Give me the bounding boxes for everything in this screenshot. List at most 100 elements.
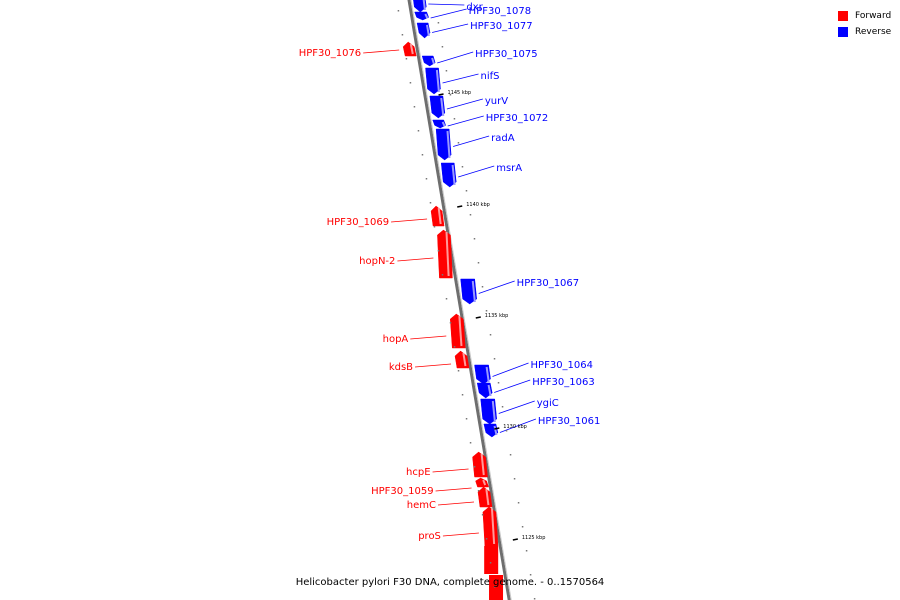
gene-label-hpf30-1061: HPF30_1061 — [538, 416, 600, 427]
minor-dot-right — [525, 550, 528, 552]
gene-label-rada: radA — [491, 133, 515, 144]
gene-label-hopn-2: hopN-2 — [359, 256, 395, 267]
gene-label-hpf30-1059: HPF30_1059 — [371, 486, 433, 497]
minor-dot-right — [517, 502, 520, 504]
minor-dot-left — [437, 250, 440, 252]
gene-shade-hpf30-1076 — [409, 43, 414, 55]
gene-label-hpf30-1076: HPF30_1076 — [299, 48, 361, 59]
gene-leader-msra — [458, 165, 495, 178]
tick-mark-0 — [438, 93, 444, 96]
gene-leader-dxr — [428, 3, 465, 6]
gene-feature-hpf30-1069 — [430, 205, 445, 227]
gene-feature-hpf30-1078 — [414, 11, 429, 21]
gene-label-hpf30-1064: HPF30_1064 — [531, 360, 593, 371]
tick-label-0: 1145 kbp — [448, 90, 472, 96]
gene-label-hpf30-1063: HPF30_1063 — [532, 377, 594, 388]
gene-leader-hpf30-1067 — [478, 280, 515, 294]
gene-leader-nifs — [442, 73, 479, 84]
gene-shade-yurv — [440, 97, 445, 117]
tick-mark-4 — [512, 538, 518, 541]
minor-dot-right — [485, 310, 488, 312]
gene-label-nifs: nifS — [481, 71, 500, 82]
minor-dot-right — [465, 190, 468, 192]
minor-dot-left — [429, 202, 432, 204]
gene-leader-yurv — [446, 98, 483, 110]
minor-dot-right — [497, 382, 500, 384]
minor-dot-left — [421, 154, 424, 156]
gene-feature-pros — [482, 506, 499, 547]
minor-dot-right — [449, 94, 452, 96]
gene-shade-hpf30-1072 — [441, 121, 446, 127]
minor-dot-left — [493, 586, 496, 588]
gene-shade-hpf30-1059 — [482, 479, 487, 486]
minor-dot-right — [529, 574, 532, 576]
minor-dot-left — [445, 298, 448, 300]
minor-dot-right — [477, 262, 480, 264]
gene-shade-msra — [451, 164, 456, 186]
gene-shade-hpf30-1067 — [471, 280, 476, 303]
gene-label-ygic: ygiC — [537, 398, 559, 409]
gene-shade-hemc — [485, 488, 490, 506]
minor-dot-right — [489, 334, 492, 336]
gene-leader-hemc — [437, 501, 475, 506]
gene-label-hemc: hemC — [407, 500, 436, 511]
minor-dot-right — [509, 454, 512, 456]
gene-label-hpf30-1077: HPF30_1077 — [470, 21, 532, 32]
gene-shade-dxr — [422, 0, 426, 11]
gene-feature-hpf30-1076 — [402, 41, 417, 57]
tick-label-1: 1140 kbp — [466, 202, 490, 208]
gene-shade-pros — [491, 508, 496, 545]
minor-dot-left — [413, 106, 416, 108]
tick-mark-3 — [494, 427, 500, 430]
gene-leader-hpf30-1059 — [435, 487, 472, 492]
gene-label-hpf30-1075: HPF30_1075 — [475, 49, 537, 60]
gene-shade-hpf30-1075 — [431, 57, 435, 65]
minor-dot-right — [481, 286, 484, 288]
minor-dot-right — [445, 70, 448, 72]
gene-shade-hpf30-1078 — [424, 13, 429, 19]
minor-dot-left — [465, 418, 468, 420]
gene-label-hpf30-1072: HPF30_1072 — [486, 113, 548, 124]
gene-shade-hopa — [458, 315, 463, 347]
gene-shade-hpf30-1064 — [485, 366, 490, 383]
tick-label-4: 1125 kbp — [522, 535, 546, 541]
minor-dot-right — [441, 46, 444, 48]
gene-label-hpf30-1067: HPF30_1067 — [517, 278, 579, 289]
gene-shade-ygic — [491, 400, 496, 423]
gene-leader-hpf30-1075 — [437, 51, 474, 64]
minor-dot-left — [457, 370, 460, 372]
minor-dot-left — [409, 82, 412, 84]
minor-dot-left — [473, 466, 476, 468]
minor-dot-right — [493, 358, 496, 360]
minor-dot-left — [477, 490, 480, 492]
gene-leader-hcpe — [432, 468, 469, 473]
minor-dot-right — [521, 526, 524, 528]
gene-shade-hpf30-1063 — [487, 384, 492, 397]
gene-leader-hpf30-1063 — [494, 379, 531, 393]
gene-shade-rada — [446, 130, 451, 159]
gene-leader-hpf30-1076 — [363, 49, 400, 54]
minor-dot-left — [441, 274, 444, 276]
map-caption: Helicobacter pylori F30 DNA, complete ge… — [295, 577, 605, 588]
gene-leader-ygic — [498, 400, 535, 414]
gene-label-hcpe: hcpE — [406, 467, 431, 478]
gene-label-msra: msrA — [496, 163, 522, 174]
gene-label-pros: proS — [418, 531, 441, 542]
gene-leader-hpf30-1077 — [432, 23, 469, 33]
minor-dot-right — [533, 598, 536, 600]
minor-dot-right — [469, 214, 472, 216]
minor-dot-right — [461, 166, 464, 168]
legend-forward-swatch — [838, 11, 848, 21]
gene-shade-hpf30-1069 — [437, 207, 442, 225]
tick-mark-2 — [475, 316, 481, 319]
tick-mark-1 — [457, 205, 463, 208]
tick-label-3: 1130 kbp — [503, 424, 527, 430]
gene-leader-hpf30-1069 — [391, 218, 428, 223]
legend-reverse-swatch — [838, 27, 848, 37]
gene-label-hpf30-1069: HPF30_1069 — [327, 217, 389, 228]
genome-axis-highlight — [410, 0, 512, 600]
gene-shade-hpf30-1061 — [493, 425, 498, 436]
legend-reverse-label: Reverse — [855, 27, 892, 37]
minor-dot-right — [501, 406, 504, 408]
